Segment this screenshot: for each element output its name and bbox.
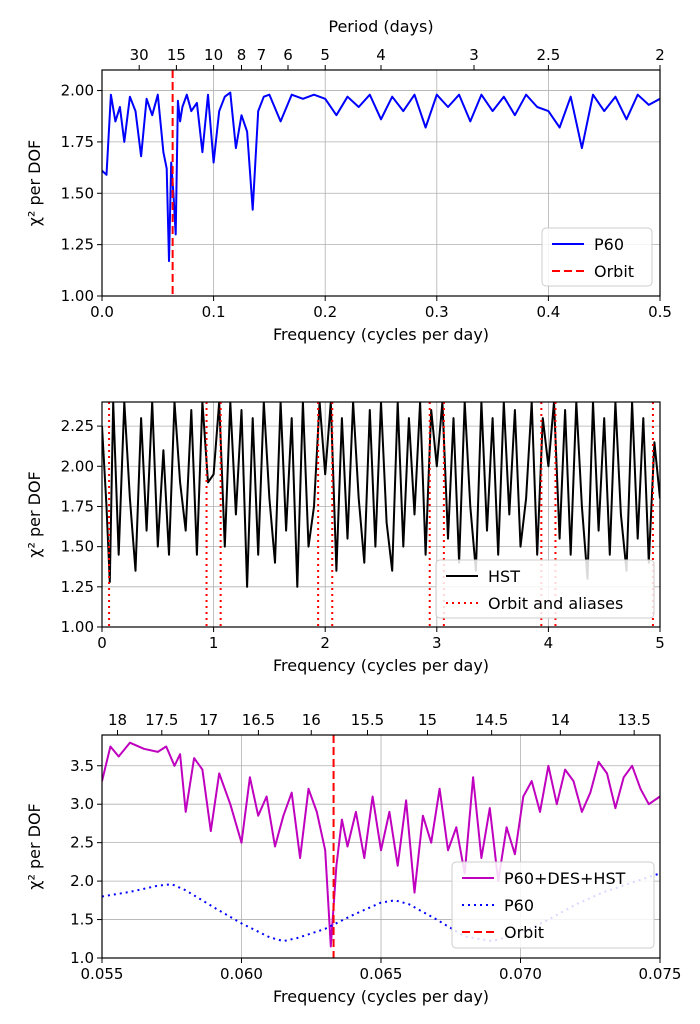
- top-tick-label: 5: [320, 46, 330, 64]
- x-tick-label: 0.075: [639, 965, 682, 983]
- top-tick-label: 8: [237, 46, 247, 64]
- top-tick-label: 4: [376, 46, 386, 64]
- legend: P60 Orbit: [541, 227, 653, 287]
- y-tick-label: 2.0: [70, 872, 94, 890]
- y-tick-label: 2.00: [61, 82, 94, 100]
- y-tick-label: 2.25: [61, 417, 94, 435]
- x-tick-label: 3: [432, 634, 442, 652]
- panel-hst-periodogram: 0 1 2 3 4 5 1.00 1.25 1.50 1.75 2.00 2.25 Frequency …: [25, 401, 665, 675]
- legend-label: P60: [594, 235, 624, 254]
- y-tick-label: 1.25: [61, 236, 94, 254]
- x-axis-label: Frequency (cycles per day): [273, 656, 489, 675]
- legend-label: Orbit: [594, 262, 634, 281]
- y-axis-label: χ² per DOF: [25, 803, 44, 890]
- y-tick-label: 1.00: [61, 618, 94, 636]
- legend-label: P60+DES+HST: [504, 869, 626, 888]
- x-tick-label: 0.2: [313, 303, 337, 321]
- plot-area: [102, 70, 660, 296]
- x-tick-label: 0.1: [202, 303, 226, 321]
- panel-p60-periodogram: 0.0 0.1 0.2 0.3 0.4 0.5 1.00 1.25 1.50 1.75 2.00 30…: [25, 17, 672, 344]
- y-tick-label: 3.0: [70, 795, 94, 813]
- legend-box: [451, 861, 655, 949]
- x-tick-label: 0.070: [499, 965, 542, 983]
- top-tick-label: 18: [108, 711, 127, 729]
- top-tick-label: 16: [302, 711, 321, 729]
- x-tick-label: 4: [544, 634, 554, 652]
- legend-label: Orbit: [504, 923, 544, 942]
- top-tick-label: 15: [167, 46, 186, 64]
- top-tick-label: 7: [257, 46, 267, 64]
- axes-frame: [101, 401, 661, 628]
- plot-area: [102, 735, 660, 958]
- y-tick-label: 1.25: [61, 578, 94, 596]
- top-tick-label: 30: [130, 46, 149, 64]
- panel-combined-periodogram: 0.055 0.060 0.065 0.070 0.075 1.0 1.5 2.0 2.5 3.0…: [25, 711, 681, 1006]
- y-tick-label: 1.50: [61, 538, 94, 556]
- top-tick-label: 6: [283, 46, 293, 64]
- x-tick-label: 0.060: [220, 965, 263, 983]
- legend: HST Orbit and aliases: [435, 559, 655, 619]
- y-tick-label: 1.75: [61, 497, 94, 515]
- x-tick-label: 1: [209, 634, 219, 652]
- x-tick-label: 2: [320, 634, 330, 652]
- x-axis-label: Frequency (cycles per day): [273, 987, 489, 1006]
- legend-label: HST: [488, 567, 520, 586]
- x-tick-label: 0.065: [360, 965, 403, 983]
- y-tick-label: 1.0: [70, 949, 94, 967]
- x-tick-label: 0: [97, 634, 107, 652]
- x-tick-label: 0.055: [81, 965, 124, 983]
- x-tick-label: 0.3: [425, 303, 449, 321]
- top-tick-label: 16.5: [242, 711, 275, 729]
- top-tick-label: 10: [204, 46, 223, 64]
- x-tick-label: 0.0: [90, 303, 114, 321]
- series-line-hst: [102, 402, 660, 588]
- x-axis-label: Frequency (cycles per day): [273, 325, 489, 344]
- top-tick-label: 17.5: [145, 711, 178, 729]
- x-tick-label: 0.5: [648, 303, 672, 321]
- top-tick-label: 2.5: [536, 46, 560, 64]
- y-axis-label: χ² per DOF: [25, 471, 44, 558]
- top-tick-label: 15.5: [351, 711, 384, 729]
- top-tick-label: 13.5: [617, 711, 650, 729]
- top-tick-label: 2: [655, 46, 665, 64]
- top-axis-label: Period (days): [328, 17, 433, 36]
- series-line-p60: [102, 91, 660, 263]
- series-line-p60-des-hst: [102, 741, 660, 948]
- legend-label: Orbit and aliases: [488, 594, 623, 613]
- y-tick-label: 1.5: [70, 911, 94, 929]
- x-tick-label: 0.4: [536, 303, 560, 321]
- legend: P60+DES+HST P60 Orbit: [451, 861, 655, 949]
- y-tick-label: 1.00: [61, 287, 94, 305]
- legend-label: P60: [504, 896, 534, 915]
- y-tick-label: 3.5: [70, 757, 94, 775]
- top-tick-label: 15: [418, 711, 437, 729]
- y-tick-label: 2.00: [61, 457, 94, 475]
- y-axis-label: χ² per DOF: [25, 140, 44, 227]
- top-tick-label: 3: [469, 46, 479, 64]
- top-tick-label: 14: [551, 711, 570, 729]
- y-tick-label: 2.5: [70, 834, 94, 852]
- top-tick-label: 14.5: [475, 711, 508, 729]
- top-tick-label: 17: [199, 711, 218, 729]
- y-tick-label: 1.75: [61, 133, 94, 151]
- y-tick-label: 1.50: [61, 184, 94, 202]
- x-tick-label: 5: [655, 634, 665, 652]
- legend-box: [435, 559, 655, 619]
